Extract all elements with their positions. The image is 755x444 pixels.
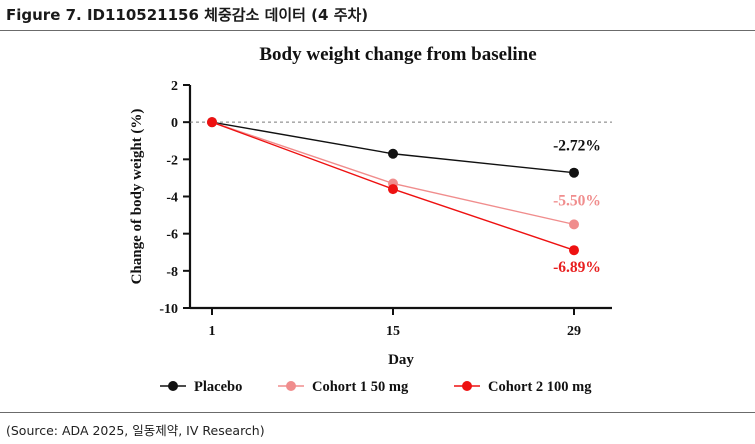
series-2-end-label: -6.89%	[553, 259, 601, 276]
series-layer	[207, 117, 579, 256]
legend-marker-1	[286, 381, 296, 391]
legend: Placebo Cohort 1 50 mg Cohort 2 100 mg	[160, 379, 592, 395]
source-note: (Source: ADA 2025, 일동제약, IV Research)	[6, 423, 265, 438]
series-2-point	[388, 184, 398, 195]
y-tick-label: -10	[159, 302, 178, 317]
y-axis-label: Change of body weight (%)	[129, 109, 145, 285]
top-rule	[0, 30, 755, 31]
x-tick-label: 29	[567, 324, 581, 339]
y-axis-ticks: 2 0 -2 -4 -6 -8 -10	[159, 79, 190, 317]
x-axis-label: Day	[388, 352, 414, 368]
x-tick-label: 1	[209, 324, 216, 339]
y-tick-label: -2	[166, 153, 178, 168]
series-1-end-label: -5.50%	[553, 192, 601, 209]
series-0-end-label: -2.72%	[553, 138, 601, 155]
series-0-point	[388, 148, 398, 159]
legend-marker-0	[168, 381, 178, 391]
chart-title: Body weight change from baseline	[259, 44, 536, 65]
series-line-1	[211, 121, 575, 226]
y-tick-label: -6	[166, 228, 178, 243]
x-axis-ticks: 1 15 29	[209, 308, 581, 339]
series-line-0	[211, 121, 575, 174]
legend-label-2: Cohort 2 100 mg	[488, 379, 592, 395]
y-tick-label: -8	[166, 265, 178, 280]
legend-label-0: Placebo	[194, 379, 242, 395]
legend-marker-2	[462, 381, 472, 391]
y-tick-label: 0	[171, 116, 178, 131]
series-0-point	[569, 167, 579, 178]
series-1-point	[569, 219, 579, 230]
bottom-rule	[0, 412, 755, 413]
series-2-point	[569, 245, 579, 256]
end-labels: -2.72% -5.50% -6.89%	[553, 138, 601, 276]
legend-label-1: Cohort 1 50 mg	[312, 379, 409, 395]
figure-title: Figure 7. ID110521156 체중감소 데이터 (4 주차)	[6, 6, 369, 24]
x-tick-label: 15	[386, 324, 400, 339]
line-chart: Body weight change from baseline 2 0 -2 -4 -…	[129, 44, 612, 395]
series-2-point	[207, 117, 217, 128]
y-tick-label: 2	[171, 79, 178, 94]
y-tick-label: -4	[166, 191, 178, 206]
